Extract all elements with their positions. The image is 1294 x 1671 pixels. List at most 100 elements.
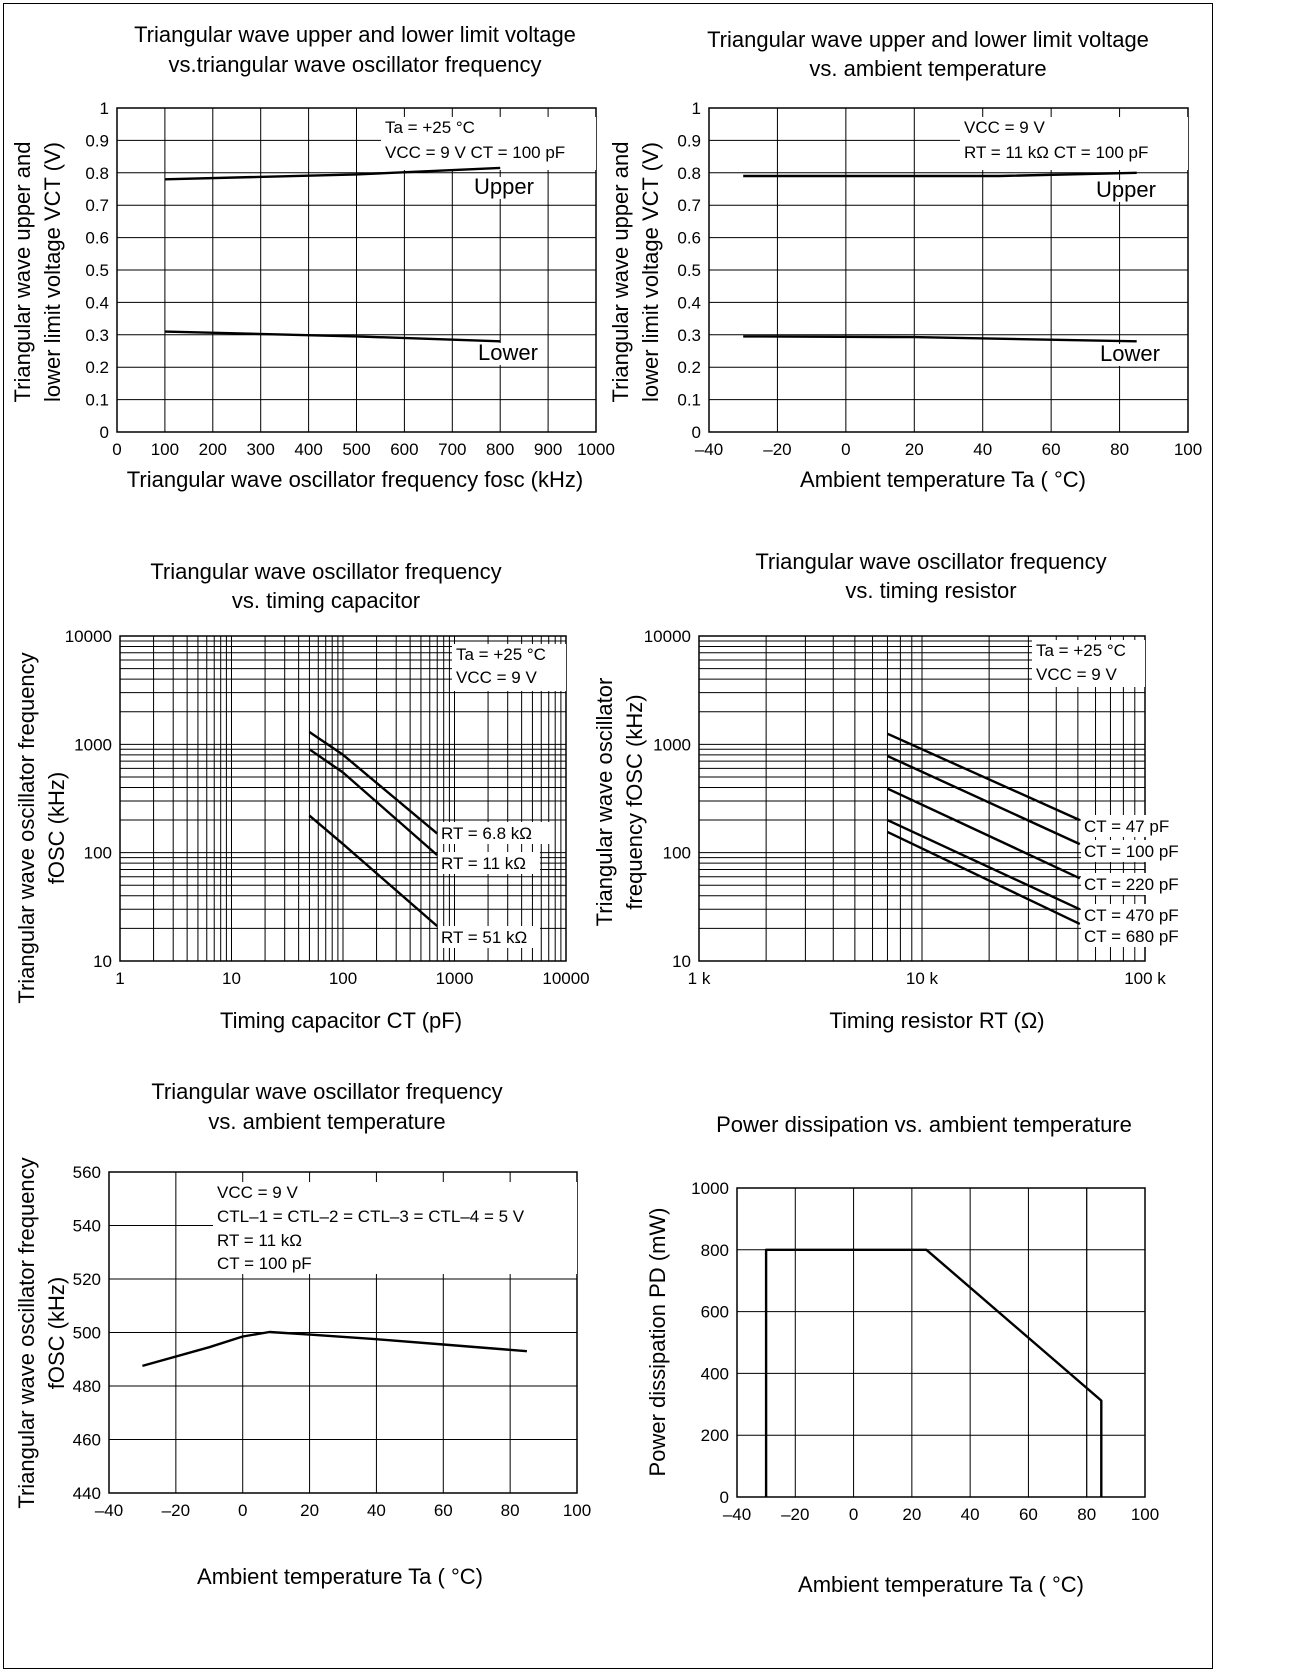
y-tick-label: 520 bbox=[73, 1270, 101, 1289]
chart-2: Triangular wave upper and lower limit vo… bbox=[608, 27, 1202, 492]
x-tick-label: 100 k bbox=[1124, 969, 1166, 988]
x-tick-label: 10 k bbox=[906, 969, 939, 988]
y-tick-label: 0.4 bbox=[85, 293, 109, 312]
series-label-bg bbox=[438, 926, 540, 948]
y-axis-label: Triangular wave oscillator frequency bbox=[14, 652, 39, 1003]
series-label: CT = 680 pF bbox=[1084, 927, 1179, 946]
y-tick-label: 100 bbox=[84, 844, 112, 863]
page-frame bbox=[3, 3, 1213, 1669]
y-axis-label: Triangular wave upper and bbox=[608, 142, 633, 403]
x-tick-label: 1 k bbox=[688, 969, 711, 988]
y-tick-label: 10 bbox=[93, 952, 112, 971]
chart-annotation: VCC = 9 V bbox=[217, 1183, 298, 1202]
y-axis-label: lower limit voltage VCT (V) bbox=[40, 142, 65, 402]
y-axis-label: fOSC (kHz) bbox=[44, 1277, 69, 1389]
chart-title: Triangular wave upper and lower limit vo… bbox=[134, 22, 576, 47]
x-tick-label: 900 bbox=[534, 440, 562, 459]
series-label-bg bbox=[471, 177, 525, 199]
y-tick-label: 0.5 bbox=[85, 261, 109, 280]
series-line bbox=[887, 732, 1081, 822]
chart-annotation: CT = 100 pF bbox=[217, 1254, 312, 1273]
chart-title: vs. ambient temperature bbox=[809, 56, 1046, 81]
x-tick-label: –40 bbox=[723, 1505, 751, 1524]
chart-3: Triangular wave oscillator frequency vs. … bbox=[14, 559, 590, 1033]
y-axis-label: lower limit voltage VCT (V) bbox=[638, 142, 663, 402]
series-label: RT = 6.8 kΩ bbox=[441, 824, 532, 843]
series-label-bg bbox=[1081, 925, 1193, 947]
series-line bbox=[886, 787, 1081, 880]
chart-annotation: RT = 11 kΩ CT = 100 pF bbox=[964, 143, 1148, 162]
x-tick-label: 80 bbox=[1110, 440, 1129, 459]
y-tick-label: 0 bbox=[100, 423, 109, 442]
y-tick-label: 0.6 bbox=[85, 229, 109, 248]
y-tick-label: 500 bbox=[73, 1324, 101, 1343]
series-line bbox=[886, 819, 1081, 911]
chart-5: Triangular wave oscillator frequency vs. … bbox=[14, 1079, 591, 1589]
chart-6: Power dissipation vs. ambient temperatur… bbox=[645, 1112, 1159, 1597]
x-tick-label: 700 bbox=[438, 440, 466, 459]
plot-frame bbox=[108, 1171, 578, 1494]
x-tick-label: 20 bbox=[902, 1505, 921, 1524]
y-tick-label: 1000 bbox=[653, 735, 691, 754]
y-tick-label: 10000 bbox=[65, 627, 112, 646]
x-tick-label: 40 bbox=[961, 1505, 980, 1524]
y-tick-label: 0.8 bbox=[85, 164, 109, 183]
x-tick-label: 0 bbox=[238, 1501, 247, 1520]
series-line bbox=[308, 731, 438, 835]
y-tick-label: 0.6 bbox=[677, 229, 701, 248]
y-tick-label: 0.3 bbox=[85, 326, 109, 345]
y-tick-label: 540 bbox=[73, 1217, 101, 1236]
series-line bbox=[887, 754, 1081, 846]
chart-4: Triangular wave oscillator frequency vs. … bbox=[592, 549, 1193, 1033]
y-tick-label: 1000 bbox=[74, 735, 112, 754]
series-line bbox=[743, 171, 1137, 178]
x-tick-label: 60 bbox=[1042, 440, 1061, 459]
x-tick-label: –40 bbox=[695, 440, 723, 459]
y-axis-label: frequency fOSC (kHz) bbox=[622, 694, 647, 909]
x-tick-label: 80 bbox=[501, 1501, 520, 1520]
x-tick-label: 20 bbox=[905, 440, 924, 459]
series-line bbox=[764, 1248, 1103, 1497]
y-tick-label: 1 bbox=[100, 99, 109, 118]
plot-frame bbox=[698, 635, 1146, 962]
y-tick-label: 0.9 bbox=[677, 131, 701, 150]
chart-annotation: Ta = +25 °C bbox=[456, 645, 546, 664]
chart-annotation: Ta = +25 °C bbox=[1036, 641, 1126, 660]
x-axis-label: Timing resistor RT (Ω) bbox=[829, 1008, 1044, 1033]
y-tick-label: 0 bbox=[720, 1488, 729, 1507]
y-axis-label: Triangular wave oscillator bbox=[592, 678, 617, 927]
y-tick-label: 10000 bbox=[644, 627, 691, 646]
y-axis-label: Triangular wave oscillator frequency bbox=[14, 1157, 39, 1508]
plot-frame bbox=[736, 1187, 1146, 1498]
x-tick-label: 100 bbox=[151, 440, 179, 459]
series-label: CT = 220 pF bbox=[1084, 875, 1179, 894]
annotation-box bbox=[381, 117, 596, 170]
series-label: RT = 51 kΩ bbox=[441, 928, 527, 947]
series-line bbox=[164, 166, 501, 181]
x-tick-label: 400 bbox=[294, 440, 322, 459]
y-axis-label: Triangular wave upper and bbox=[10, 142, 35, 403]
chart-title: Triangular wave oscillator frequency bbox=[150, 559, 501, 584]
series-label: Lower bbox=[478, 340, 538, 365]
series-label-bg bbox=[1081, 873, 1193, 895]
x-tick-label: –20 bbox=[162, 1501, 190, 1520]
y-tick-label: 1 bbox=[692, 99, 701, 118]
y-tick-label: 460 bbox=[73, 1431, 101, 1450]
x-tick-label: –20 bbox=[763, 440, 791, 459]
x-tick-label: 40 bbox=[973, 440, 992, 459]
y-tick-label: 560 bbox=[73, 1163, 101, 1182]
series-label: CT = 100 pF bbox=[1084, 842, 1179, 861]
x-tick-label: 0 bbox=[849, 1505, 858, 1524]
x-tick-label: –40 bbox=[95, 1501, 123, 1520]
x-tick-label: 40 bbox=[367, 1501, 386, 1520]
chart-title: Triangular wave oscillator frequency bbox=[755, 549, 1106, 574]
series-label: CT = 470 pF bbox=[1084, 906, 1179, 925]
series-label-bg bbox=[438, 852, 540, 874]
series-label-bg bbox=[1097, 344, 1151, 366]
x-tick-label: 1 bbox=[115, 969, 124, 988]
chart-title: Power dissipation vs. ambient temperatur… bbox=[716, 1112, 1132, 1137]
x-axis-label: Ambient temperature Ta ( °C) bbox=[197, 1564, 483, 1589]
annotation-box bbox=[1032, 640, 1145, 687]
annotation-box bbox=[213, 1182, 577, 1274]
